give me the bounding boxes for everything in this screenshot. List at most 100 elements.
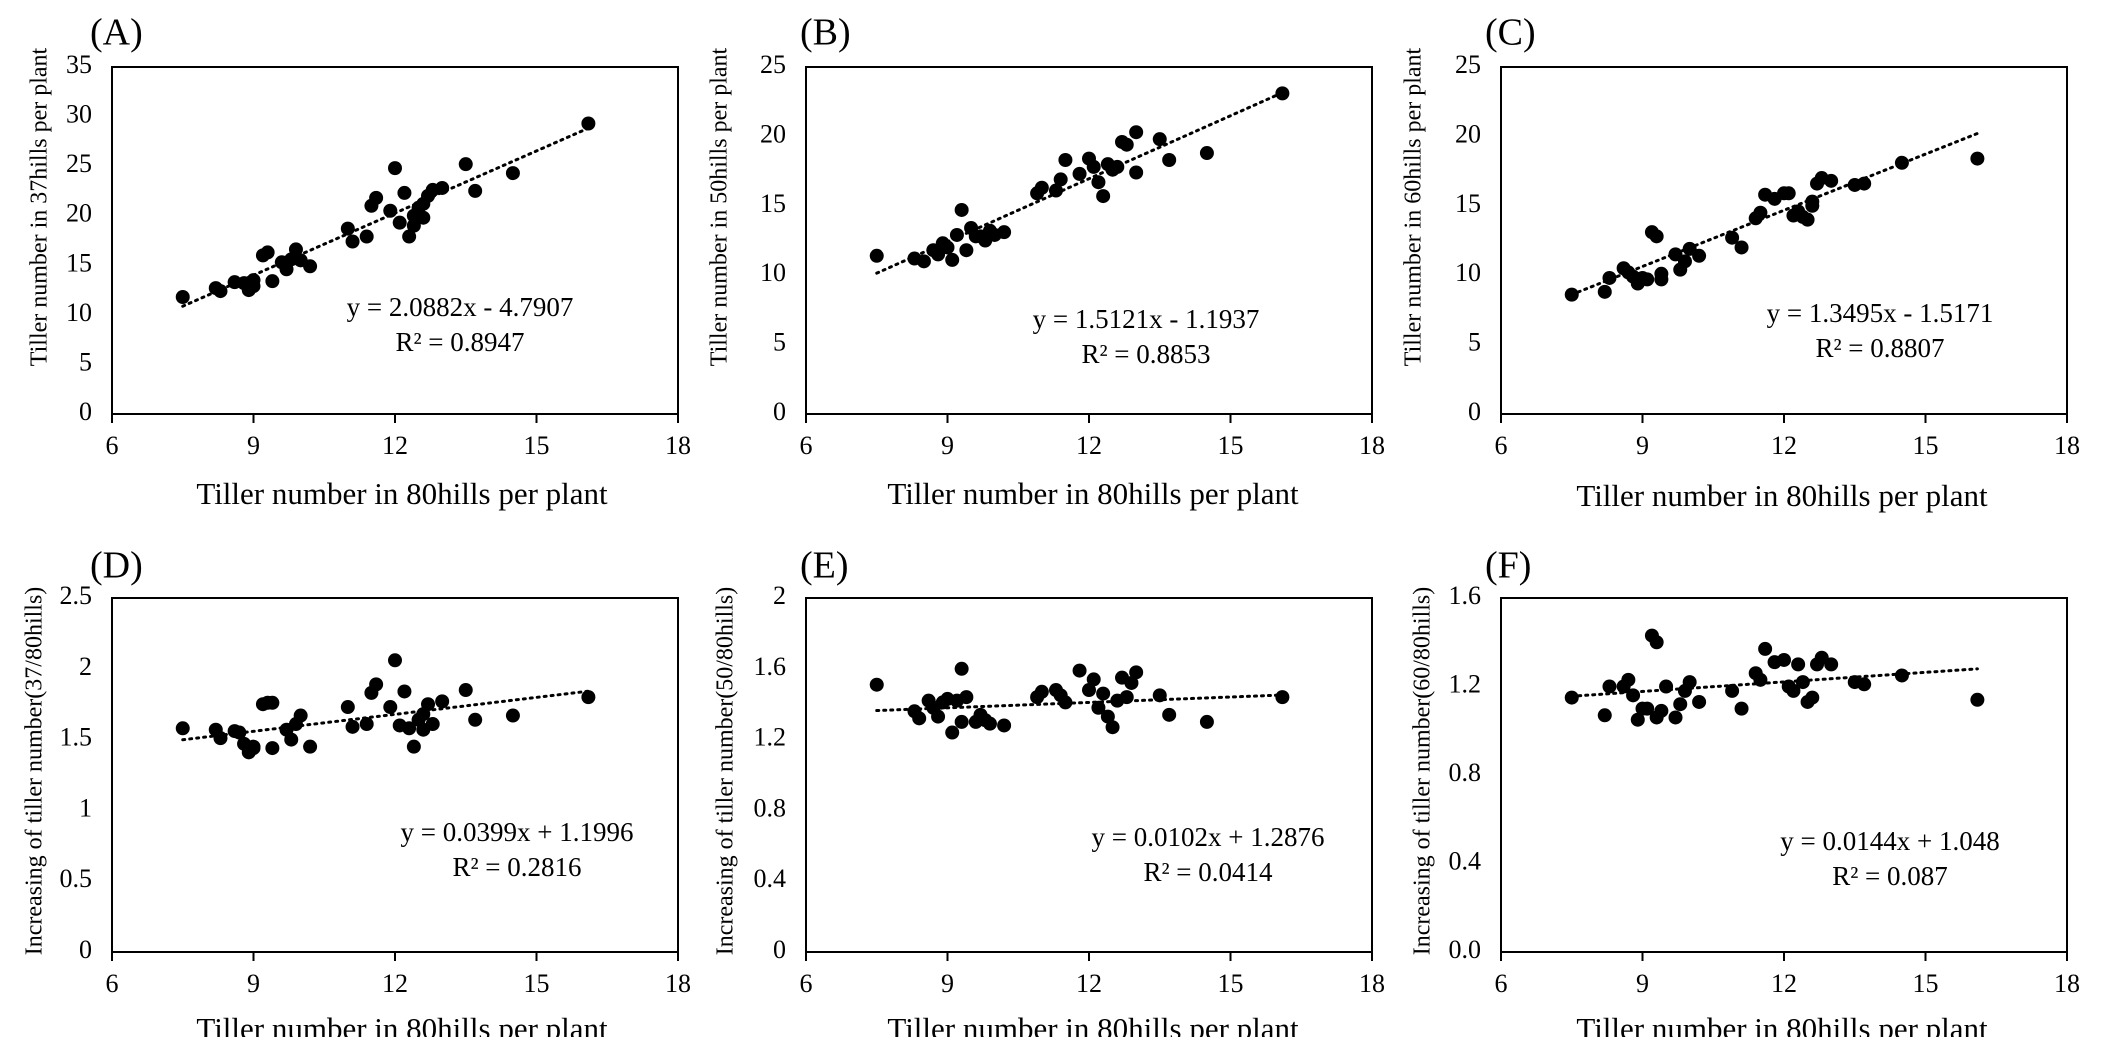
y-tick-label: 0 xyxy=(1468,397,1481,426)
data-point xyxy=(416,210,431,225)
r-squared-label: R² = 0.8807 xyxy=(1815,333,1944,363)
x-tick-label: 12 xyxy=(1076,969,1102,998)
y-tick-label: 1.6 xyxy=(1449,581,1482,610)
data-point xyxy=(1800,212,1815,227)
data-point xyxy=(340,700,355,715)
data-point xyxy=(392,215,407,230)
x-tick-label: 18 xyxy=(1359,431,1385,460)
data-point xyxy=(1654,266,1669,281)
y-tick-label: 0.4 xyxy=(1449,846,1482,875)
x-tick-label: 6 xyxy=(800,969,813,998)
data-point xyxy=(232,725,247,740)
x-tick-label: 15 xyxy=(1913,431,1939,460)
data-point xyxy=(1058,695,1073,710)
data-point xyxy=(1597,708,1612,723)
plot-frame xyxy=(111,597,679,953)
y-tick-label: 0.5 xyxy=(60,864,93,893)
data-point xyxy=(1781,186,1796,201)
data-point xyxy=(1129,665,1144,680)
data-point xyxy=(303,739,318,754)
data-point xyxy=(1682,675,1697,690)
data-point xyxy=(581,116,596,131)
x-tick-label: 6 xyxy=(106,969,119,998)
data-point xyxy=(1082,683,1096,698)
data-point xyxy=(1630,712,1645,727)
data-point xyxy=(1199,146,1214,161)
y-tick-label: 0 xyxy=(79,397,92,426)
y-tick-label: 0.8 xyxy=(1449,758,1482,787)
data-point xyxy=(1096,189,1111,204)
data-point xyxy=(406,218,421,233)
data-point xyxy=(912,711,927,726)
x-tick-label: 18 xyxy=(2054,431,2080,460)
y-axis-label: Increasing of tiller number(50/80hills) xyxy=(713,587,739,956)
x-tick-label: 15 xyxy=(1218,969,1244,998)
data-point xyxy=(954,714,969,729)
y-tick-label: 25 xyxy=(1455,50,1481,79)
r-squared-label: R² = 0.0414 xyxy=(1143,857,1273,887)
x-tick-label: 18 xyxy=(665,969,691,998)
data-point xyxy=(997,225,1012,240)
data-point xyxy=(1199,714,1214,729)
data-point xyxy=(402,721,417,736)
data-point xyxy=(931,709,946,724)
data-point xyxy=(1096,686,1111,701)
data-point xyxy=(359,229,374,244)
data-point xyxy=(397,185,412,200)
y-tick-label: 15 xyxy=(66,248,92,277)
data-point xyxy=(1692,248,1707,263)
data-point xyxy=(369,190,384,205)
data-point xyxy=(1072,663,1087,678)
r-squared-label: R² = 0.8853 xyxy=(1081,339,1210,369)
data-point xyxy=(1640,272,1655,287)
chart-panel-6: (F) 0.0 0.4 0.8 1.2 1.6 6 9 12 15 18 Tiller number … xyxy=(1410,545,2081,1037)
data-point xyxy=(303,259,318,274)
r-squared-label: R² = 0.8947 xyxy=(395,327,524,357)
data-point xyxy=(1677,254,1692,269)
x-tick-label: 12 xyxy=(1076,431,1102,460)
data-point xyxy=(1791,657,1806,672)
y-tick-label: 0.8 xyxy=(754,793,787,822)
data-point xyxy=(1119,137,1134,152)
data-point xyxy=(468,712,483,727)
y-tick-label: 25 xyxy=(760,50,786,79)
chart-panel-5: (E) 0 0.4 0.8 1.2 1.6 2 6 9 12 15 18 Tiller number i… xyxy=(713,545,1386,1037)
data-point xyxy=(246,273,261,288)
panel-label: (E) xyxy=(800,545,849,587)
trendline xyxy=(181,689,590,742)
data-point xyxy=(213,284,228,299)
data-point xyxy=(260,245,275,260)
data-point xyxy=(1162,707,1177,722)
data-point xyxy=(293,708,308,723)
data-point xyxy=(1034,684,1049,699)
data-point xyxy=(1857,677,1872,692)
x-tick-label: 15 xyxy=(1913,969,1939,998)
data-point xyxy=(265,741,280,756)
y-tick-label: 20 xyxy=(66,199,92,228)
x-tick-label: 12 xyxy=(382,969,408,998)
regression-equation: y = 0.0144x + 1.048 xyxy=(1780,826,1999,856)
data-point xyxy=(175,721,190,736)
x-tick-label: 12 xyxy=(1771,431,1797,460)
data-point xyxy=(1275,690,1290,705)
data-point xyxy=(1753,205,1768,220)
y-tick-label: 20 xyxy=(1455,119,1481,148)
data-point xyxy=(1034,180,1049,195)
data-point xyxy=(1824,173,1839,188)
data-point xyxy=(959,690,974,705)
data-point xyxy=(397,684,412,699)
data-point xyxy=(1602,270,1617,285)
data-point xyxy=(1654,703,1669,718)
regression-equation: y = 1.5121x - 1.1937 xyxy=(1033,304,1260,334)
y-tick-label: 5 xyxy=(773,328,786,357)
x-tick-label: 18 xyxy=(2054,969,2080,998)
data-point xyxy=(1602,679,1617,694)
data-point xyxy=(246,741,261,756)
data-point xyxy=(1110,159,1125,174)
y-tick-label: 30 xyxy=(66,100,92,129)
data-point xyxy=(940,240,955,255)
data-point xyxy=(1753,672,1768,687)
y-tick-label: 15 xyxy=(1455,189,1481,218)
chart-panel-3: (C) 0 5 10 15 20 25 6 9 12 15 18 Tiller number in 80… xyxy=(1401,12,2081,513)
data-point xyxy=(1692,694,1707,709)
